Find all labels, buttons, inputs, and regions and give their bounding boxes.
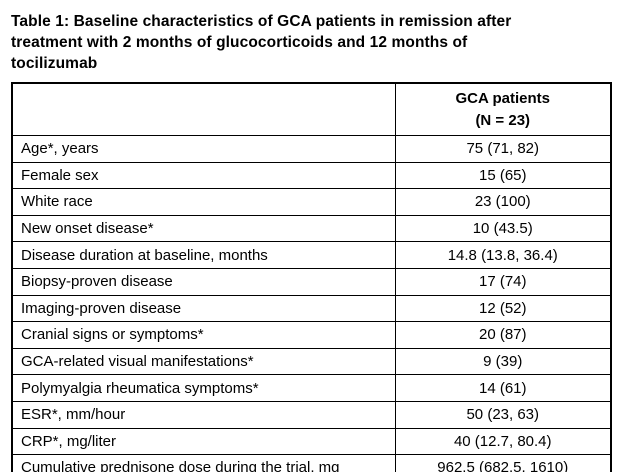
row-value: 50 (23, 63): [394, 400, 612, 429]
row-label: White race: [11, 188, 396, 216]
row-value: 962.5 (682.5, 1610): [394, 454, 612, 472]
table-row-age: Age*, years 75 (71, 82): [11, 135, 612, 163]
table-row-white-race: White race 23 (100): [11, 188, 612, 216]
header-empty-cell: [11, 82, 396, 136]
table-row-disease-duration: Disease duration at baseline, months 14.…: [11, 241, 612, 269]
row-value: 23 (100): [394, 188, 612, 216]
table-row-cumulative-prednisone: Cumulative prednisone dose during the tr…: [11, 454, 612, 472]
row-value: 9 (39): [394, 347, 612, 376]
baseline-characteristics-table: GCA patients (N = 23) Age*, years 75 (71…: [11, 82, 612, 472]
table-row-polymyalgia-symptoms: Polymyalgia rheumatica symptoms* 14 (61): [11, 374, 612, 402]
row-value: 15 (65): [394, 161, 612, 190]
row-value: 12 (52): [394, 294, 612, 323]
table-row-crp: CRP*, mg/liter 40 (12.7, 80.4): [11, 427, 612, 456]
table-row-cranial-signs: Cranial signs or symptoms* 20 (87): [11, 321, 612, 349]
row-label: GCA-related visual manifestations*: [11, 347, 396, 376]
table-row-new-onset-disease: New onset disease* 10 (43.5): [11, 214, 612, 243]
row-label: Biopsy-proven disease: [11, 267, 396, 296]
table-row-biopsy-proven: Biopsy-proven disease 17 (74): [11, 267, 612, 296]
row-label: New onset disease*: [11, 214, 396, 243]
row-label: Imaging-proven disease: [11, 294, 396, 323]
header-gca-patients-label: GCA patients: [455, 89, 550, 107]
row-label: Polymyalgia rheumatica symptoms*: [11, 374, 396, 402]
row-label: Disease duration at baseline, months: [11, 241, 396, 269]
table-title-line-3: tocilizumab: [11, 55, 98, 72]
table-row-female-sex: Female sex 15 (65): [11, 161, 612, 190]
table-title-line-2: treatment with 2 months of glucocorticoi…: [11, 34, 468, 51]
row-value: 40 (12.7, 80.4): [394, 427, 612, 456]
table-row-imaging-proven: Imaging-proven disease 12 (52): [11, 294, 612, 323]
row-label: Age*, years: [11, 135, 396, 163]
row-label: Female sex: [11, 161, 396, 190]
table-header-row: GCA patients (N = 23): [11, 82, 612, 136]
row-value: 17 (74): [394, 267, 612, 296]
table-title-line-1: Table 1: Baseline characteristics of GCA…: [11, 13, 512, 30]
row-value: 14.8 (13.8, 36.4): [394, 241, 612, 269]
row-value: 20 (87): [394, 321, 612, 349]
row-label: ESR*, mm/hour: [11, 400, 396, 429]
header-n-label: (N = 23): [475, 111, 531, 129]
table-title: Table 1: Baseline characteristics of GCA…: [11, 11, 611, 74]
row-label: Cumulative prednisone dose during the tr…: [11, 454, 396, 472]
table-row-visual-manifestations: GCA-related visual manifestations* 9 (39…: [11, 347, 612, 376]
row-label: CRP*, mg/liter: [11, 427, 396, 456]
row-value: 14 (61): [394, 374, 612, 402]
header-gca-patients-cell: GCA patients (N = 23): [394, 82, 612, 136]
table-row-esr: ESR*, mm/hour 50 (23, 63): [11, 400, 612, 429]
row-value: 10 (43.5): [394, 214, 612, 243]
row-label: Cranial signs or symptoms*: [11, 321, 396, 349]
row-value: 75 (71, 82): [394, 135, 612, 163]
